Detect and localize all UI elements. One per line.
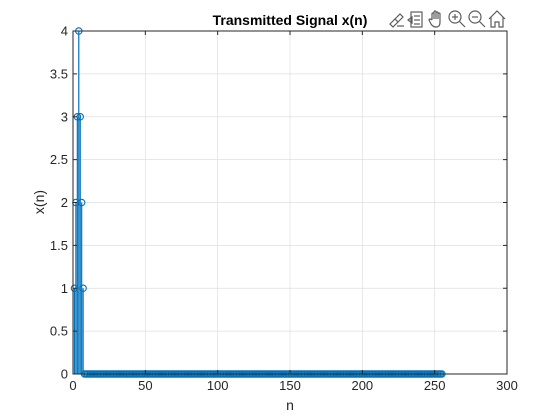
y-tick-label: 1.5 <box>50 238 68 253</box>
stem-marker <box>76 113 84 121</box>
y-tick-label: 0 <box>61 367 68 382</box>
y-tick-label: 3.5 <box>50 66 68 81</box>
stem-marker <box>77 198 86 207</box>
y-tick-label: 4 <box>61 24 68 39</box>
x-axis-label: n <box>286 397 294 413</box>
axes-toolbar <box>389 10 506 28</box>
y-tick-label: 1 <box>61 281 68 296</box>
chart-title: Transmitted Signal x(n) <box>213 12 368 28</box>
ticks: 0 50 100 150 200 250 300 0 0.5 1 1.5 2 2.5 3 3.5 4 <box>50 24 518 394</box>
y-tick-label: 2 <box>61 195 68 210</box>
home-icon[interactable] <box>488 10 506 28</box>
y-tick-label: 0.5 <box>50 324 68 339</box>
x-tick-label: 300 <box>496 378 518 393</box>
pan-icon[interactable] <box>428 10 441 28</box>
data-tips-icon[interactable] <box>407 11 423 28</box>
x-tick-label: 0 <box>69 378 76 393</box>
zoom-out-icon[interactable] <box>468 10 486 28</box>
x-tick-label: 150 <box>279 378 301 393</box>
zoom-in-icon[interactable] <box>448 10 466 28</box>
x-tick-label: 100 <box>207 378 229 393</box>
stem-marker <box>79 284 87 292</box>
x-tick-label: 50 <box>138 378 152 393</box>
brush-icon[interactable] <box>389 13 404 28</box>
y-axis-label: x(n) <box>31 190 47 214</box>
x-tick-label: 250 <box>424 378 446 393</box>
y-tick-label: 2.5 <box>50 152 68 167</box>
y-tick-label: 3 <box>61 109 68 124</box>
x-tick-label: 200 <box>351 378 373 393</box>
